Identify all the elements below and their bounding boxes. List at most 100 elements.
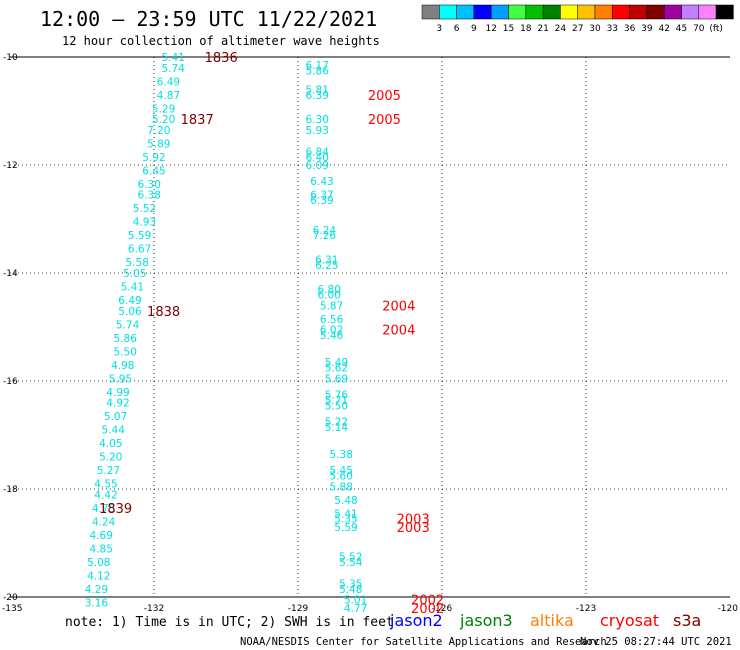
legend-swatch [508, 4, 527, 20]
legend-label: 36 [624, 24, 636, 34]
data-point-label: 5.44 [102, 425, 126, 437]
data-point-label: 5.27 [97, 465, 120, 477]
data-point-label: 6.02 [320, 325, 343, 337]
data-point-label: 5.69 [325, 373, 348, 385]
data-point-label: 6.30 [138, 179, 161, 191]
y-tick-label: -20 [3, 593, 18, 603]
legend-label: 33 [607, 24, 618, 34]
data-point-label: 5.59 [128, 230, 151, 242]
y-tick-label: -12 [3, 161, 18, 171]
pass-annotation: 2003 [397, 513, 430, 528]
pass-annotation: 2005 [368, 89, 401, 104]
data-point-label: 5.01 [344, 595, 367, 607]
chart-title: 12:00 – 23:59 UTC 11/22/2021 [40, 7, 377, 31]
pass-annotation: 1839 [99, 502, 132, 517]
data-point-label: 6.67 [128, 244, 151, 256]
mission-label-s3a: s3a [673, 611, 701, 630]
data-point-label: 5.89 [147, 138, 170, 150]
data-point-label: 5.93 [306, 125, 329, 137]
data-point-label: 5.20 [152, 114, 175, 126]
data-point-label: 4.87 [157, 90, 180, 102]
wave-height-points: 5.415.746.494.875.295.207.205.895.926.45… [85, 52, 368, 615]
data-point-label: 6.30 [306, 114, 329, 126]
data-point-label: 6.24 [313, 225, 337, 237]
data-point-label: 5.35 [334, 514, 357, 526]
legend-label: 42 [658, 24, 669, 34]
legend-swatch [681, 4, 700, 20]
legend-label: 12 [485, 24, 496, 34]
data-point-label: 5.06 [118, 306, 142, 318]
pass-annotation: 2004 [382, 324, 415, 339]
data-point-label: 4.98 [111, 360, 134, 372]
data-point-label: 5.08 [87, 557, 110, 569]
legend-label: 24 [555, 24, 567, 34]
data-point-label: 5.76 [325, 390, 349, 402]
data-point-label: 4.42 [94, 489, 117, 501]
legend-label: 39 [641, 24, 653, 34]
data-point-label: 3.16 [85, 597, 109, 609]
legend-label: 6 [454, 24, 460, 34]
data-point-label: 5.46 [320, 330, 344, 342]
footer-timestamp: Nov 25 08:27:44 UTC 2021 [580, 636, 732, 648]
plot-grid [10, 56, 730, 598]
mission-label-jason3: jason3 [459, 611, 513, 630]
pass-annotation: 1836 [205, 51, 238, 66]
data-point-label: 5.74 [162, 63, 186, 75]
data-point-label: 5.14 [325, 422, 349, 434]
data-point-label: 5.22 [325, 417, 348, 429]
data-point-label: 4.24 [92, 516, 116, 528]
data-point-label: 5.48 [339, 584, 362, 596]
legend-swatch [698, 4, 717, 20]
data-point-label: 6.45 [142, 165, 165, 177]
mission-label-cryosat: cryosat [600, 611, 659, 630]
pass-annotations: 1836 1837 1838 1839 2005 2005 2004 2004 20032003… [99, 51, 444, 617]
data-point-label: 5.74 [116, 319, 140, 331]
data-point-label: 4.93 [133, 217, 156, 229]
legend-swatch [439, 4, 457, 20]
data-point-label: 5.35 [339, 579, 362, 591]
legend-swatch [594, 4, 613, 20]
x-tick-label: -123 [576, 604, 596, 614]
data-point-label: 6.49 [157, 76, 180, 88]
data-point-label: 5.20 [99, 452, 122, 464]
data-point-label: 5.81 [306, 84, 329, 96]
data-point-label: 5.59 [334, 522, 357, 534]
legend-label: 45 [676, 24, 687, 34]
legend-label: 3 [436, 24, 442, 34]
legend-swatch [421, 4, 440, 20]
data-point-label: 5.41 [121, 282, 144, 294]
data-point-label: 6.43 [310, 176, 333, 188]
data-point-label: 5.54 [339, 557, 363, 569]
legend-swatch [542, 4, 561, 20]
legend-swatch [473, 4, 492, 20]
x-tick-label: -120 [718, 604, 739, 614]
legend-label: (ft) [709, 24, 723, 34]
x-tick-label: -129 [288, 604, 309, 614]
mission-legend: jason2 jason3 altika cryosat s3a [389, 611, 701, 630]
mission-label-jason2: jason2 [389, 611, 443, 630]
pass-annotation: 2004 [382, 299, 415, 314]
data-point-label: 6.80 [318, 284, 341, 296]
data-point-label: 4.69 [90, 530, 113, 542]
legend-swatch [715, 4, 734, 20]
data-point-label: 5.87 [320, 300, 343, 312]
data-point-label: 6.09 [306, 160, 329, 172]
data-point-label: 5.41 [334, 508, 357, 520]
legend-label: 70 [693, 24, 705, 34]
pass-annotation: 2002 [411, 594, 444, 609]
data-point-label: 6.40 [306, 152, 329, 164]
legend-swatch [577, 4, 596, 20]
data-point-label: 6.39 [306, 90, 329, 102]
data-point-label: 6.39 [310, 195, 333, 207]
data-point-label: 4.92 [106, 398, 129, 410]
legend-label: 30 [589, 24, 601, 34]
data-point-label: 5.71 [325, 395, 348, 407]
data-point-label: 5.60 [330, 471, 353, 483]
legend-swatch [490, 4, 509, 20]
data-point-label: 5.38 [330, 449, 353, 461]
chart-subtitle: 12 hour collection of altimeter wave hei… [62, 34, 380, 48]
data-point-label: 5.07 [104, 411, 127, 423]
legend-swatch [525, 4, 544, 20]
